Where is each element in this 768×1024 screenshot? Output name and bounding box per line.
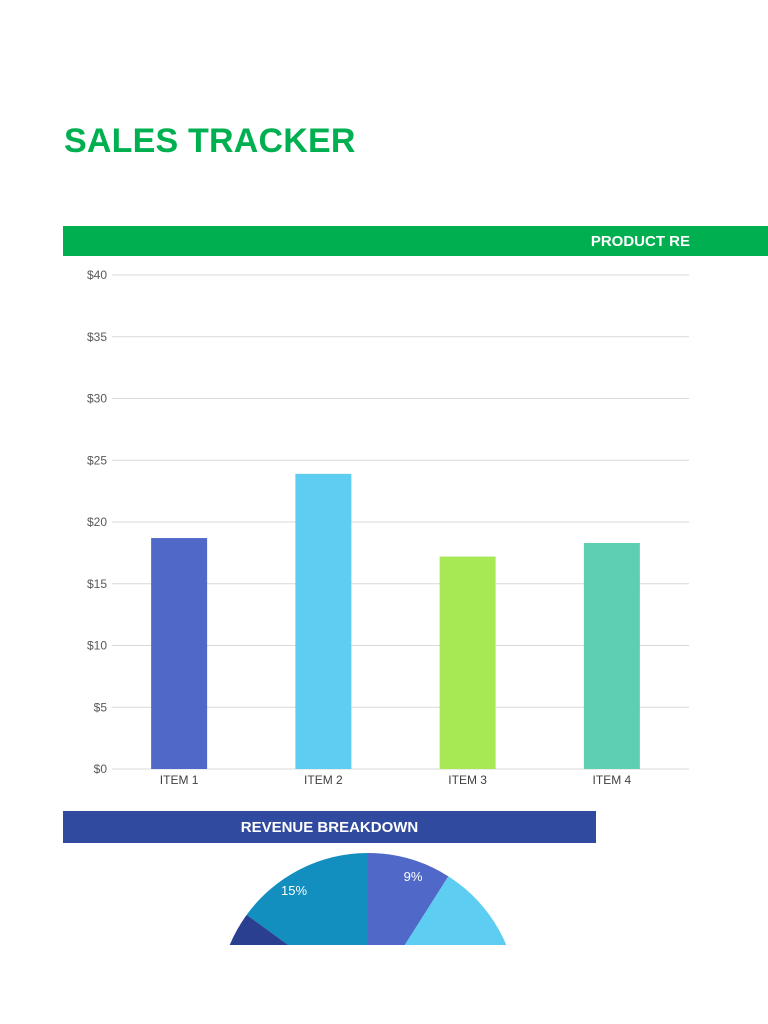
y-tick-label: $25 <box>87 453 107 467</box>
bar-item-4 <box>583 542 640 769</box>
product-revenue-header: PRODUCT RE <box>63 226 768 256</box>
y-tick-label: $10 <box>87 639 107 653</box>
bar-chart-y-axis: $0 $5 $10 $15 $20 $25 $30 $35 $40 <box>87 268 107 776</box>
revenue-breakdown-header: REVENUE BREAKDOWN <box>63 811 596 843</box>
pie-slice <box>368 853 449 945</box>
x-tick-label: ITEM 3 <box>448 773 487 787</box>
y-tick-label: $30 <box>87 392 107 406</box>
pie-slice-label: 9% <box>404 869 423 884</box>
bar-item-1 <box>151 538 208 769</box>
pie-slices <box>229 853 507 945</box>
pie-slice-label: 15% <box>281 883 307 898</box>
y-tick-label: $40 <box>87 268 107 282</box>
bar-chart-gridlines <box>112 274 689 770</box>
pie-slice <box>404 876 507 945</box>
product-revenue-header-label: PRODUCT RE <box>590 233 690 250</box>
bar-item-3 <box>439 556 496 769</box>
y-tick-label: $15 <box>87 577 107 591</box>
revenue-breakdown-pie-chart: 9% 15% <box>229 853 507 945</box>
y-tick-label: $0 <box>94 762 108 776</box>
x-tick-label: ITEM 2 <box>304 773 343 787</box>
bar-chart-x-axis: ITEM 1 ITEM 2 ITEM 3 ITEM 4 <box>160 773 632 787</box>
pie-slice <box>229 914 289 945</box>
bar-chart-bars <box>151 473 640 769</box>
y-tick-label: $35 <box>87 330 107 344</box>
y-tick-label: $20 <box>87 515 107 529</box>
page-title: SALES TRACKER <box>64 122 356 160</box>
x-tick-label: ITEM 4 <box>593 773 632 787</box>
x-tick-label: ITEM 1 <box>160 773 199 787</box>
pie-labels: 9% 15% <box>281 869 423 898</box>
pie-slice <box>246 853 368 945</box>
y-tick-label: $5 <box>94 700 108 714</box>
bar-item-2 <box>295 473 352 769</box>
revenue-breakdown-header-label: REVENUE BREAKDOWN <box>240 819 419 836</box>
product-revenue-bar-chart: $0$5$10$15$20$25$30$35$40 ITEM 1 ITEM 2 IT… <box>87 268 689 787</box>
